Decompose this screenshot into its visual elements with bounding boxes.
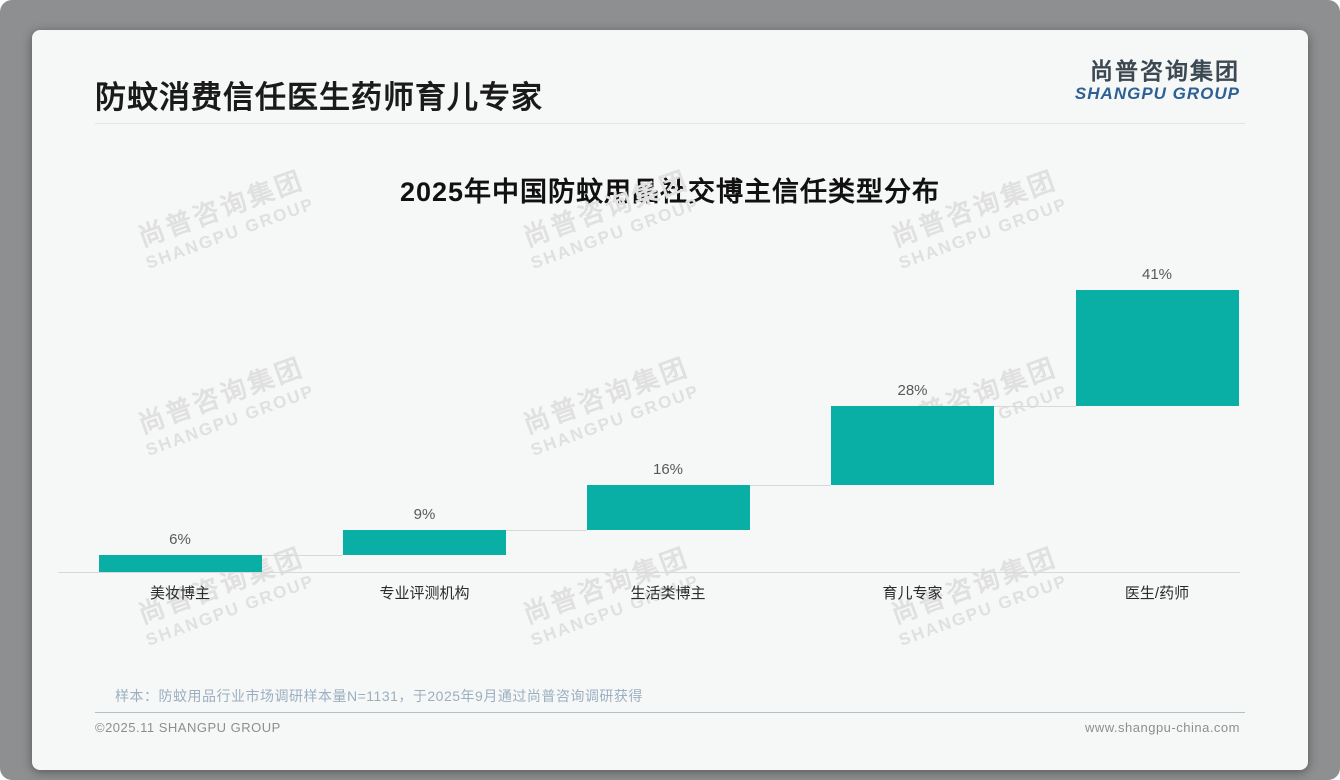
bar-value-label: 9%: [413, 505, 436, 523]
bar-value-label: 16%: [652, 460, 684, 478]
bar-category-label: 专业评测机构: [379, 585, 470, 602]
logo-english-text: SHANGPU GROUP: [1074, 84, 1240, 104]
bar-category-label: 生活类博主: [630, 585, 706, 602]
bar-category-label: 育儿专家: [882, 585, 943, 602]
bar-value-label: 6%: [169, 531, 191, 549]
step-connector: [749, 484, 831, 486]
sample-note: 样本：防蚊用品行业市场调研样本量N=1131，于2025年9月通过尚普咨询调研获…: [115, 688, 643, 704]
company-logo: 尚普咨询集团 SHANGPU GROUP: [1075, 58, 1240, 104]
chart-title: 2025年中国防蚊用品社交博主信任类型分布: [399, 177, 941, 207]
bar: [343, 529, 506, 556]
bar: [586, 484, 750, 530]
bar: [831, 405, 994, 485]
step-connector: [994, 405, 1076, 407]
page-title: 防蚊消费信任医生药师育儿专家: [95, 80, 543, 115]
bar: [98, 555, 262, 572]
bar-value-label: 28%: [897, 381, 928, 399]
bar-category-label: 医生/药师: [1124, 585, 1190, 602]
copyright-text: ©2025.11 SHANGPU GROUP: [95, 720, 281, 735]
x-axis-line: [58, 572, 1240, 573]
bar-value-label: 41%: [1141, 266, 1173, 283]
website-text: www.shangpu-china.com: [1084, 720, 1240, 735]
logo-chinese-text: 尚普咨询集团: [1090, 58, 1240, 84]
step-connector: [506, 529, 587, 531]
slide-card: 防蚊消费信任医生药师育儿专家 尚普咨询集团 SHANGPU GROUP 尚普咨询…: [32, 30, 1308, 770]
bar: [1075, 290, 1239, 406]
title-divider: [95, 123, 1245, 124]
footer-divider: [95, 712, 1245, 713]
step-connector: [261, 555, 343, 557]
waterfall-chart: 6% 美妆博主 9% 专业评测机构 16% 生活类博主 28% 育儿专家 41% 医生/药师: [32, 30, 1308, 770]
bar-category-label: 美妆博主: [149, 585, 210, 602]
